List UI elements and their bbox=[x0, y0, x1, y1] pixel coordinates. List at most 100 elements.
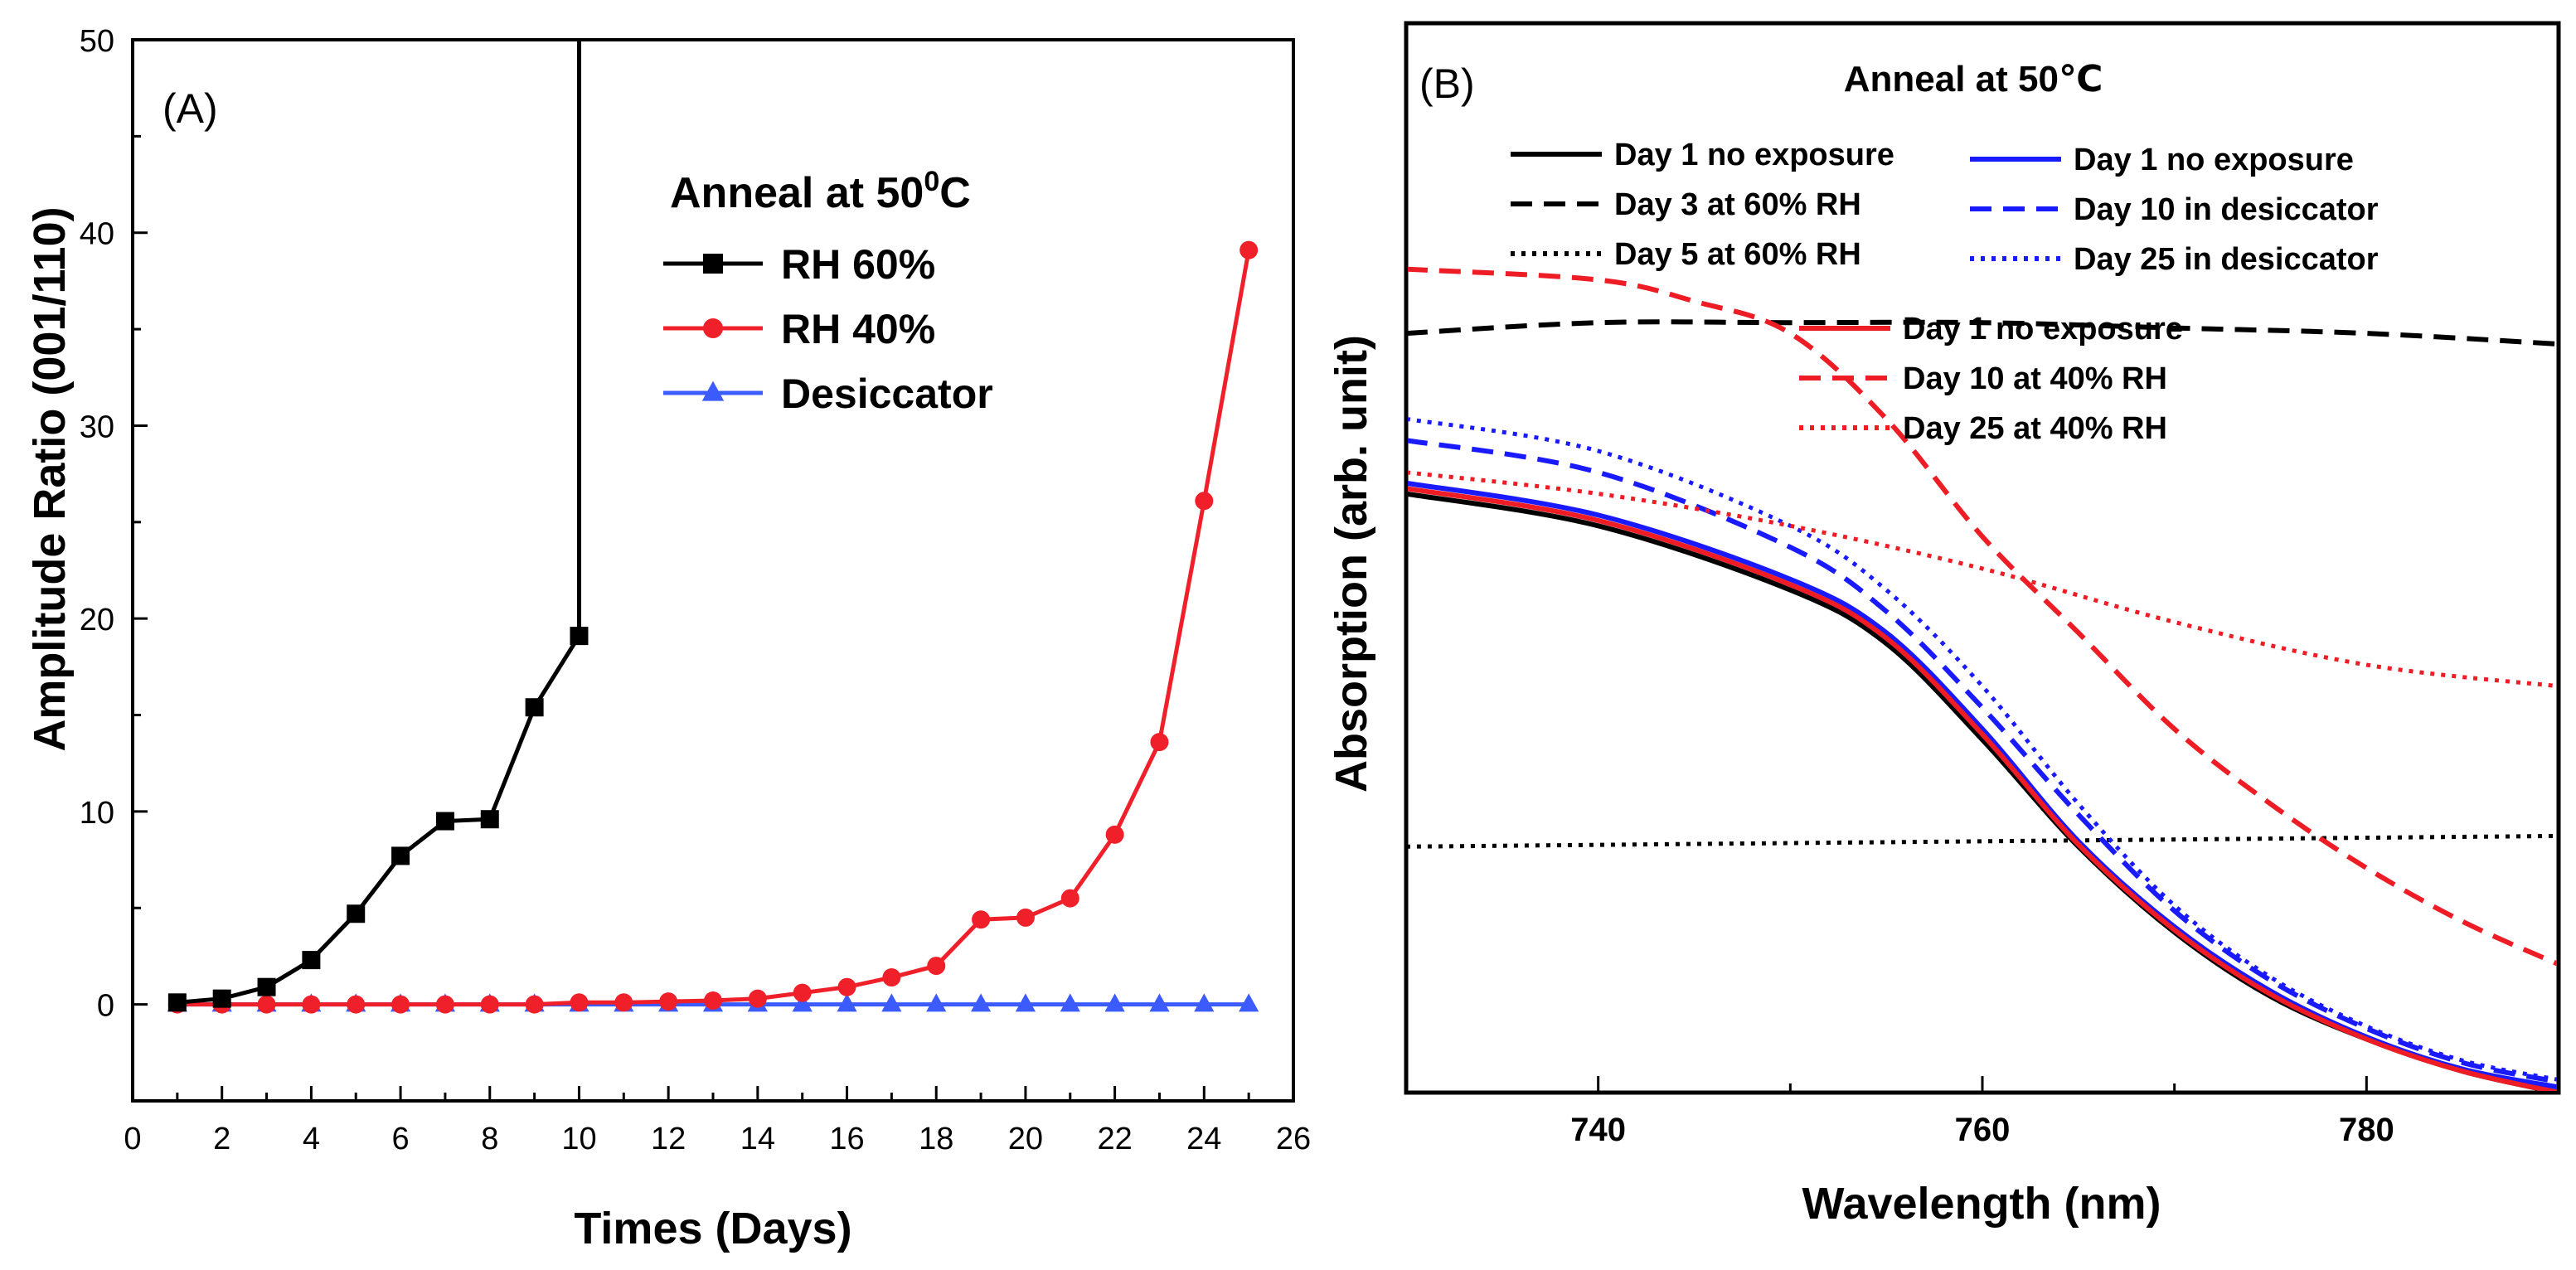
data-point-circle bbox=[614, 993, 633, 1012]
data-point-square bbox=[257, 977, 276, 996]
legend-item-a: Desiccator bbox=[663, 371, 993, 417]
y-tick-label-a: 10 bbox=[80, 796, 114, 831]
legend-title-a-unit: C bbox=[939, 169, 971, 217]
panel-label-b: (B) bbox=[1419, 61, 1475, 107]
series-group-a bbox=[167, 40, 1259, 1014]
data-point-circle bbox=[793, 983, 812, 1002]
series-red-dashed bbox=[1408, 266, 2557, 967]
data-point-circle bbox=[972, 910, 991, 929]
data-point-triangle bbox=[837, 993, 857, 1012]
x-tick-label-b: 760 bbox=[1955, 1112, 2011, 1148]
legend-b: Day 1 no exposure Day 3 at 60% RH Day 5 at… bbox=[1511, 138, 2379, 446]
legend-item-b: Day 10 at 40% RH bbox=[1799, 361, 2167, 396]
data-point-circle bbox=[1150, 733, 1169, 752]
legend-label: Day 1 no exposure bbox=[1614, 138, 1894, 172]
legend-label: Day 25 in desiccator bbox=[2074, 242, 2379, 277]
data-point-triangle bbox=[1194, 993, 1215, 1012]
data-point-square bbox=[302, 951, 321, 970]
legend-item-b: Day 5 at 60% RH bbox=[1511, 237, 1861, 272]
panel-b: 740 760 780 (B) Anneal at 50℃ Wavelength (… bbox=[1327, 21, 2561, 1229]
y-tick-label-a: 0 bbox=[97, 989, 114, 1024]
x-tick-label-a: 22 bbox=[1097, 1122, 1132, 1156]
x-tick-label-a: 24 bbox=[1186, 1122, 1221, 1156]
x-tick-label-a: 16 bbox=[829, 1122, 864, 1156]
legend-item-b: Day 3 at 60% RH bbox=[1511, 187, 1861, 222]
legend-label: Day 3 at 60% RH bbox=[1614, 187, 1861, 222]
data-point-circle bbox=[391, 995, 410, 1014]
x-tick-label-a: 12 bbox=[651, 1122, 686, 1156]
y-axis-label-a: Amplitude Ratio (001/110) bbox=[25, 206, 75, 751]
legend-label: Desiccator bbox=[781, 371, 993, 417]
data-point-triangle bbox=[881, 993, 902, 1012]
plot-frame-b bbox=[1404, 21, 2561, 1095]
data-point-square bbox=[212, 989, 231, 1008]
legend-label: Day 10 in desiccator bbox=[2074, 192, 2379, 227]
data-point-circle bbox=[570, 993, 589, 1012]
chart-title-b: Anneal at 50℃ bbox=[1844, 59, 2103, 99]
x-tick-label-a: 0 bbox=[124, 1122, 141, 1156]
series-line bbox=[177, 250, 1251, 1007]
x-tick-label-b: 780 bbox=[2339, 1112, 2394, 1148]
data-point-square bbox=[391, 846, 410, 865]
data-point-circle bbox=[1060, 889, 1079, 908]
data-point-square bbox=[570, 627, 589, 646]
series-blue-solid bbox=[1408, 480, 2557, 1090]
y-tick-label-a: 50 bbox=[80, 24, 114, 59]
data-point-circle bbox=[480, 995, 499, 1014]
series-rh-60- bbox=[167, 40, 589, 1012]
data-point-triangle bbox=[1015, 993, 1036, 1012]
data-point-circle bbox=[1016, 908, 1035, 927]
data-point-square bbox=[703, 254, 723, 274]
series-red-solid bbox=[1408, 486, 2557, 1091]
data-point-circle bbox=[1195, 492, 1214, 511]
legend-item-b: Day 25 at 40% RH bbox=[1799, 411, 2167, 446]
x-tick-label-a: 10 bbox=[561, 1122, 596, 1156]
legend-item-b: Day 1 no exposure bbox=[1799, 312, 2183, 347]
legend-item-b: Day 10 in desiccator bbox=[1970, 192, 2379, 227]
legend-title-a-main: Anneal at 50 bbox=[670, 169, 924, 217]
data-point-circle bbox=[1105, 825, 1124, 844]
legend-item-a: RH 60% bbox=[663, 241, 935, 288]
data-point-circle bbox=[704, 991, 722, 1010]
series-blue-dashed bbox=[1408, 438, 2557, 1084]
data-point-square bbox=[435, 812, 454, 831]
legend-title-a-sup: 0 bbox=[924, 166, 939, 197]
y-axis-label-b: Absorption (arb. unit) bbox=[1327, 335, 1376, 793]
legend-label: Day 25 at 40% RH bbox=[1903, 411, 2167, 446]
series-blue-dotted bbox=[1408, 417, 2557, 1082]
series-group-b bbox=[1408, 266, 2557, 1091]
data-point-circle bbox=[302, 995, 321, 1014]
legend-item-a: RH 40% bbox=[663, 306, 935, 352]
data-point-circle bbox=[1239, 240, 1259, 259]
x-tick-label-b: 740 bbox=[1570, 1112, 1626, 1148]
data-point-triangle bbox=[926, 993, 947, 1012]
series-black-dotted bbox=[1408, 833, 2557, 849]
data-point-triangle bbox=[1104, 993, 1125, 1012]
series-red-dotted bbox=[1408, 470, 2557, 689]
y-tick-label-a: 20 bbox=[80, 603, 114, 637]
data-point-triangle bbox=[1060, 993, 1080, 1012]
legend-label: Day 5 at 60% RH bbox=[1614, 237, 1861, 272]
legend-label: RH 60% bbox=[781, 241, 935, 288]
legend-label: Day 1 no exposure bbox=[1903, 312, 2183, 347]
data-point-triangle bbox=[792, 993, 813, 1012]
data-point-triangle bbox=[1239, 993, 1259, 1012]
data-point-circle bbox=[347, 995, 366, 1014]
panel-label-a: (A) bbox=[163, 85, 218, 132]
data-point-square bbox=[480, 810, 499, 829]
series-black-solid bbox=[1408, 491, 2557, 1091]
data-point-square bbox=[347, 904, 366, 923]
data-point-circle bbox=[748, 989, 767, 1008]
data-point-circle bbox=[435, 995, 454, 1014]
data-point-circle bbox=[659, 992, 678, 1011]
series-line bbox=[177, 40, 581, 1005]
data-point-square bbox=[167, 993, 187, 1012]
data-point-square bbox=[525, 698, 544, 717]
axis-ticks-b: 740 760 780 bbox=[1404, 1076, 2560, 1148]
y-tick-label-a: 30 bbox=[80, 410, 114, 444]
data-point-circle bbox=[525, 995, 544, 1014]
legend-label: Day 1 no exposure bbox=[2074, 143, 2354, 177]
x-tick-label-a: 2 bbox=[213, 1122, 230, 1156]
